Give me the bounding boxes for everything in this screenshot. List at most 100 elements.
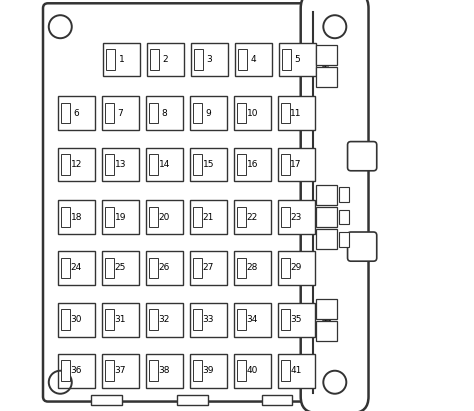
Bar (281, 309, 290, 330)
Bar (238, 49, 247, 70)
Text: 36: 36 (71, 366, 82, 375)
Text: 19: 19 (115, 212, 126, 222)
Bar (61, 207, 70, 227)
Bar (193, 360, 202, 381)
FancyBboxPatch shape (301, 0, 368, 411)
Bar (281, 258, 290, 278)
Bar (146, 251, 183, 285)
Bar (234, 148, 271, 181)
FancyBboxPatch shape (43, 3, 318, 402)
Bar (316, 185, 337, 205)
Bar (61, 360, 70, 381)
Text: 33: 33 (202, 315, 214, 324)
Text: 29: 29 (291, 263, 302, 272)
Text: 30: 30 (71, 315, 82, 324)
Bar (190, 200, 227, 234)
Text: 17: 17 (291, 160, 302, 169)
Bar (102, 148, 139, 181)
Bar (278, 251, 315, 285)
Text: 6: 6 (73, 109, 79, 118)
Bar (193, 103, 202, 123)
Bar (102, 251, 139, 285)
Text: 11: 11 (291, 109, 302, 118)
Bar (193, 207, 202, 227)
Bar (149, 154, 158, 175)
Text: 27: 27 (202, 263, 214, 272)
Text: 31: 31 (115, 315, 126, 324)
Bar (146, 303, 183, 337)
Bar (237, 207, 246, 227)
Bar (91, 395, 122, 405)
FancyBboxPatch shape (347, 141, 377, 171)
Bar (281, 103, 290, 123)
Bar (234, 251, 271, 285)
Bar (58, 354, 95, 388)
Text: 2: 2 (163, 55, 168, 64)
Text: 3: 3 (207, 55, 212, 64)
Bar (102, 303, 139, 337)
Text: 42: 42 (321, 61, 332, 70)
Bar (281, 207, 290, 227)
Text: 23: 23 (291, 212, 302, 222)
Text: 44: 44 (321, 315, 332, 324)
Bar (193, 154, 202, 175)
Bar (278, 96, 315, 130)
Bar (316, 321, 337, 341)
Bar (316, 207, 337, 227)
Text: 41: 41 (291, 366, 302, 375)
Bar (61, 103, 70, 123)
Bar (105, 154, 114, 175)
Bar (105, 309, 114, 330)
Bar (105, 360, 114, 381)
Bar (279, 43, 316, 76)
Bar (190, 148, 227, 181)
Bar (58, 303, 95, 337)
Text: 21: 21 (202, 212, 214, 222)
Bar (234, 303, 271, 337)
Bar (194, 49, 203, 70)
Bar (190, 251, 227, 285)
Bar (262, 395, 292, 405)
Bar (146, 354, 183, 388)
Text: 10: 10 (246, 109, 258, 118)
Text: 8: 8 (161, 109, 167, 118)
Bar (105, 207, 114, 227)
Text: 37: 37 (115, 366, 126, 375)
Text: 24: 24 (71, 263, 82, 272)
Bar (147, 43, 184, 76)
Bar (338, 187, 349, 202)
Bar (149, 207, 158, 227)
Text: 25: 25 (115, 263, 126, 272)
Bar (61, 154, 70, 175)
Text: 20: 20 (159, 212, 170, 222)
Bar (281, 360, 290, 381)
Bar (102, 96, 139, 130)
Bar (61, 309, 70, 330)
Bar (282, 49, 291, 70)
Bar (237, 309, 246, 330)
Bar (102, 200, 139, 234)
Text: 15: 15 (202, 160, 214, 169)
FancyBboxPatch shape (347, 232, 377, 261)
Bar (234, 200, 271, 234)
Bar (149, 258, 158, 278)
Text: 9: 9 (205, 109, 211, 118)
Bar (237, 258, 246, 278)
Bar (237, 154, 246, 175)
Text: 22: 22 (246, 212, 258, 222)
Bar (316, 299, 337, 319)
Bar (146, 148, 183, 181)
Bar (58, 200, 95, 234)
Bar (190, 96, 227, 130)
Text: 39: 39 (202, 366, 214, 375)
Text: 4: 4 (251, 55, 256, 64)
Text: 16: 16 (246, 160, 258, 169)
Bar (177, 395, 208, 405)
Bar (234, 354, 271, 388)
Text: 34: 34 (246, 315, 258, 324)
Text: 13: 13 (115, 160, 126, 169)
Bar (105, 258, 114, 278)
Bar (193, 258, 202, 278)
Bar (146, 200, 183, 234)
Text: 40: 40 (246, 366, 258, 375)
